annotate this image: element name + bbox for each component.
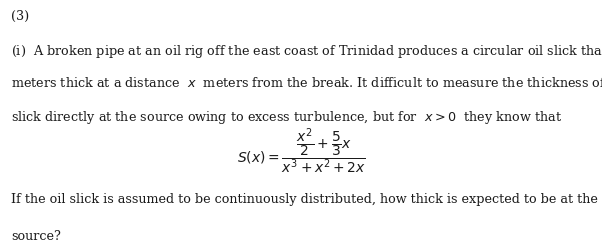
Text: (i)  A broken pipe at an oil rig off the east coast of Trinidad produces a circu: (i) A broken pipe at an oil rig off the … bbox=[11, 43, 602, 60]
Text: source?: source? bbox=[11, 231, 61, 244]
Text: slick directly at the source owing to excess turbulence, but for  $x > 0$  they : slick directly at the source owing to ex… bbox=[11, 109, 562, 126]
Text: (3): (3) bbox=[11, 10, 29, 23]
Text: If the oil slick is assumed to be continuously distributed, how thick is expecte: If the oil slick is assumed to be contin… bbox=[11, 193, 598, 206]
Text: meters thick at a distance  $x$  meters from the break. It difficult to measure : meters thick at a distance $x$ meters fr… bbox=[11, 76, 602, 90]
Text: $S(x) = \dfrac{\dfrac{x^2}{2} + \dfrac{5}{3}x}{x^3 + x^2 + 2x}$: $S(x) = \dfrac{\dfrac{x^2}{2} + \dfrac{5… bbox=[237, 126, 365, 176]
